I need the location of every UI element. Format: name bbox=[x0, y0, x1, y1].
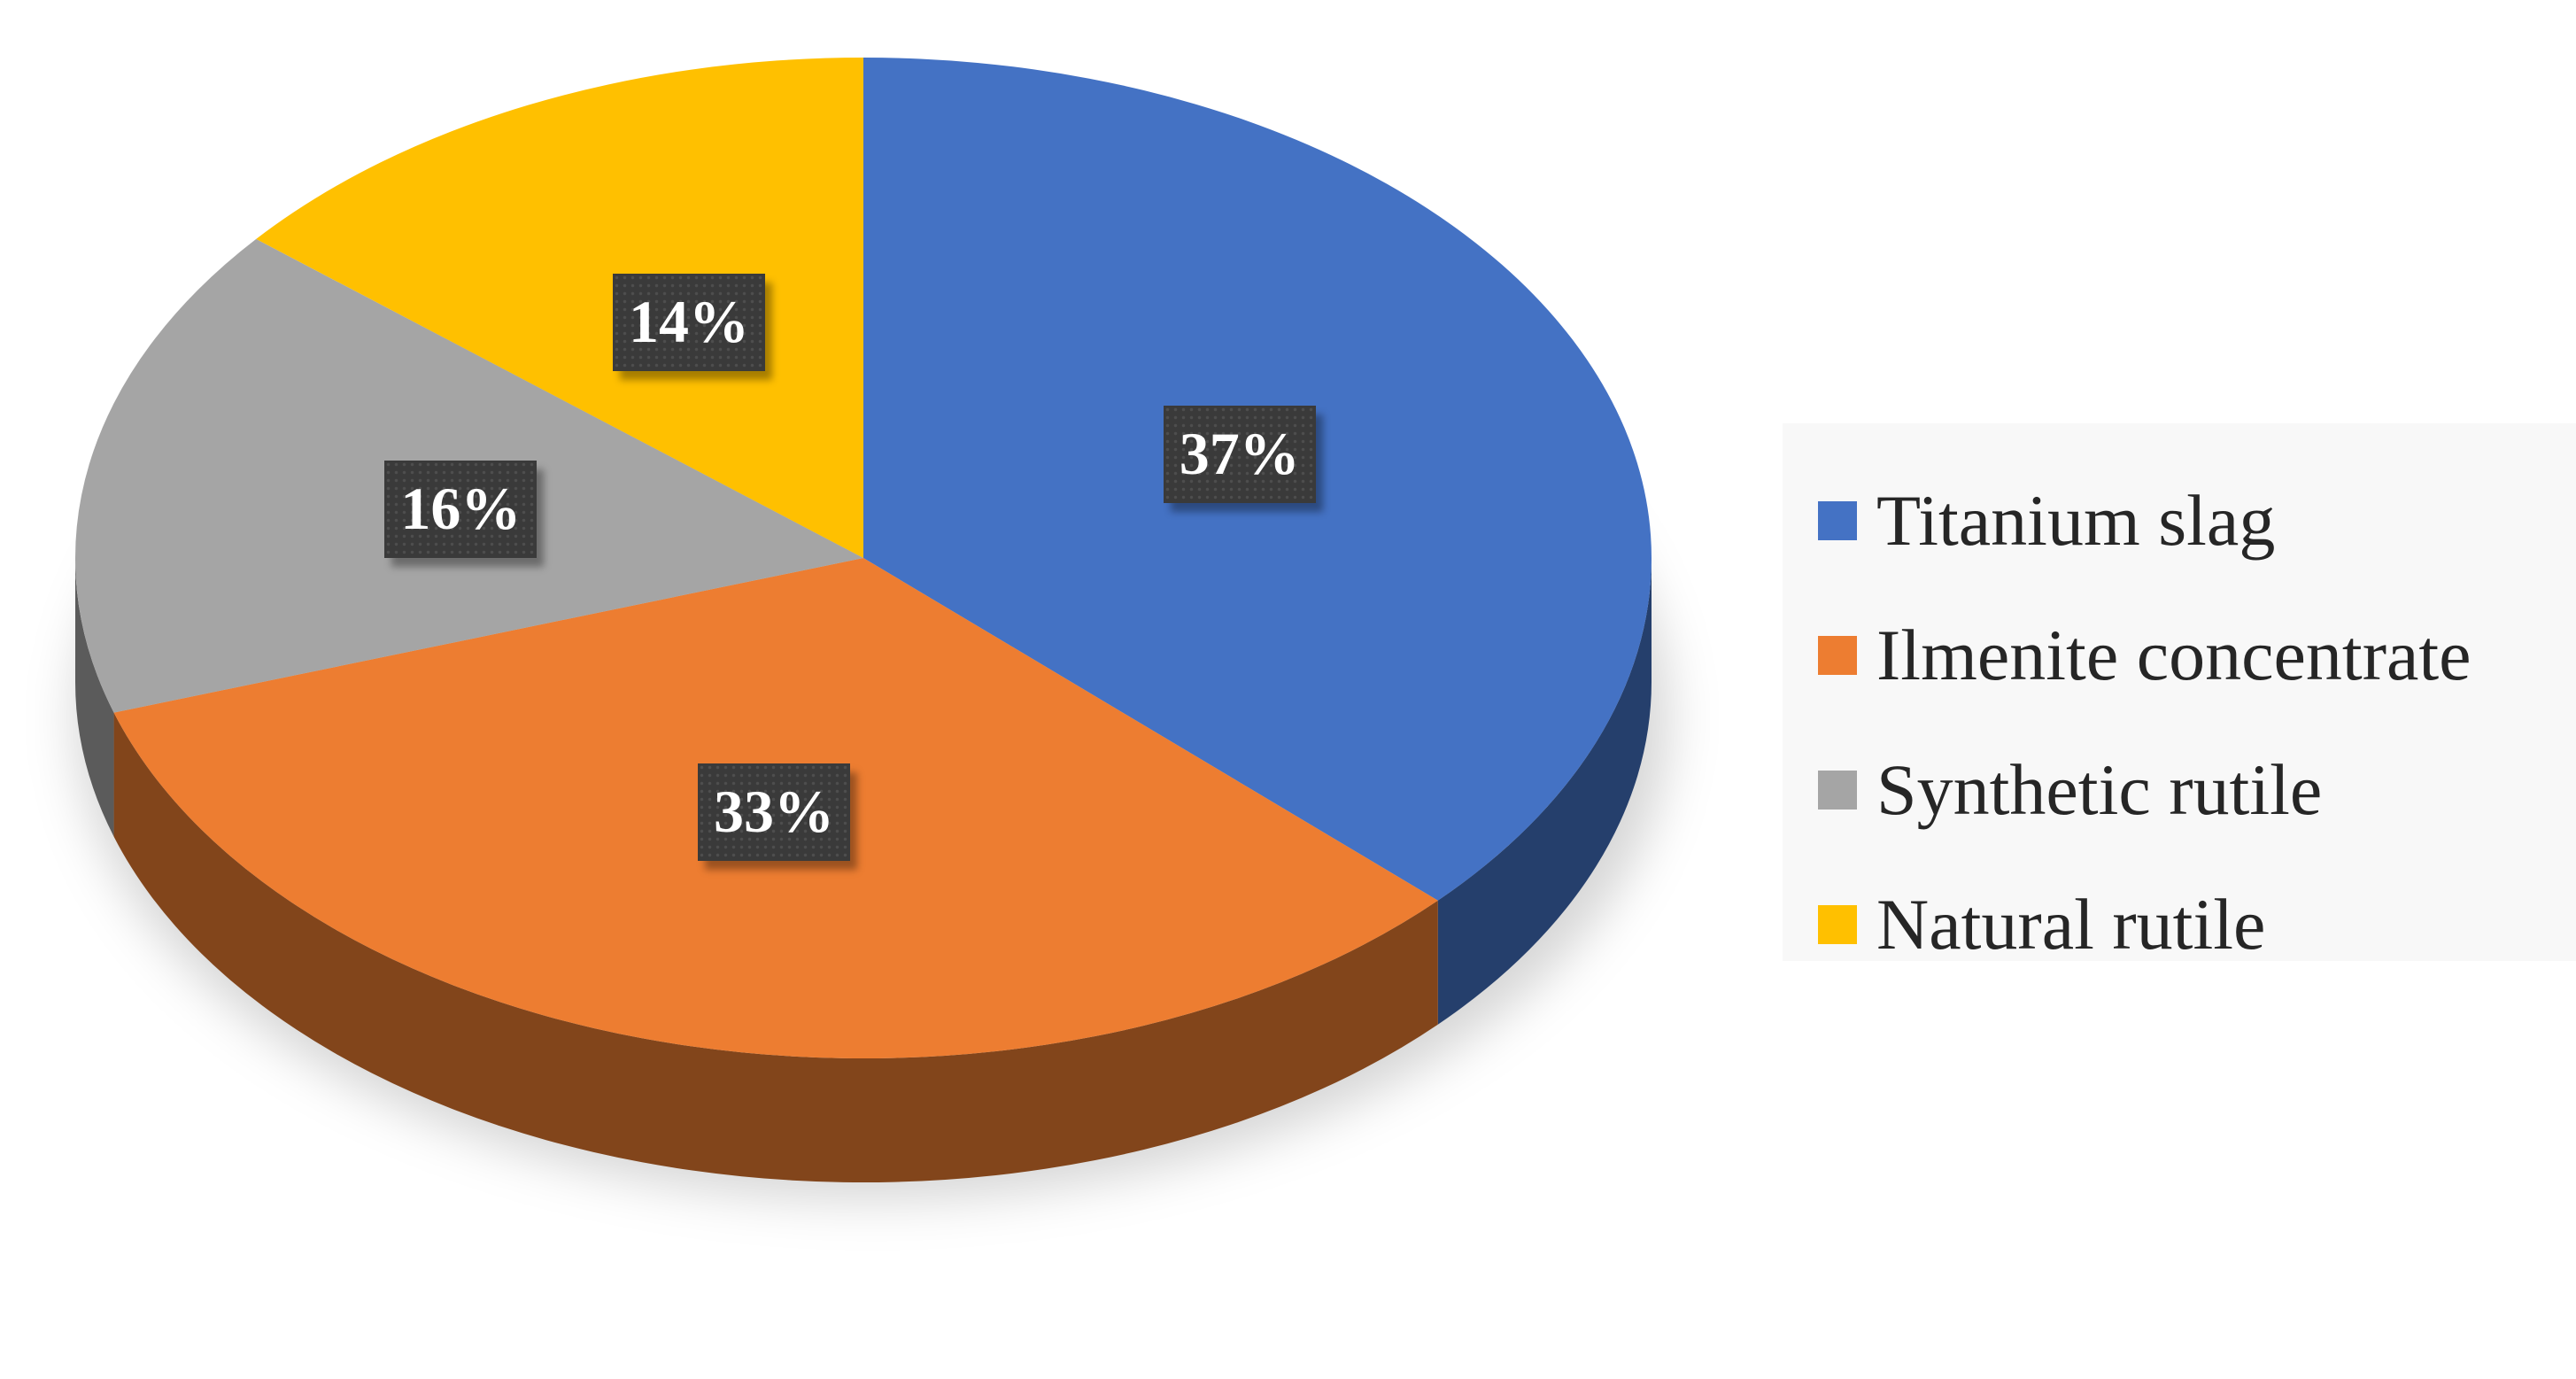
legend-item: Titanium slag bbox=[1818, 453, 2576, 588]
data-label: 14% bbox=[612, 274, 765, 372]
pie-slice-side-2 bbox=[75, 558, 114, 837]
legend-swatch bbox=[1818, 636, 1857, 675]
legend-swatch bbox=[1818, 771, 1857, 810]
legend-swatch bbox=[1818, 905, 1857, 944]
legend-item: Synthetic rutile bbox=[1818, 723, 2576, 857]
legend: Titanium slag Ilmenite concentrate Synthet… bbox=[1783, 423, 2576, 965]
data-label: 37% bbox=[1163, 406, 1316, 504]
legend-label: Ilmenite concentrate bbox=[1876, 615, 2472, 695]
legend-item: Natural rutile bbox=[1818, 857, 2576, 992]
data-label: 16% bbox=[384, 460, 538, 558]
legend-label: Synthetic rutile bbox=[1876, 749, 2323, 830]
legend-label: Titanium slag bbox=[1876, 480, 2276, 561]
pie-slice-side-1 bbox=[113, 712, 1438, 1183]
legend-item: Ilmenite concentrate bbox=[1818, 588, 2576, 723]
data-label: 33% bbox=[698, 763, 851, 861]
legend-label: Natural rutile bbox=[1876, 884, 2266, 965]
legend-swatch bbox=[1818, 501, 1857, 540]
pie-slice-side-0 bbox=[1437, 558, 1652, 1025]
pie-slice-3 bbox=[256, 58, 863, 558]
